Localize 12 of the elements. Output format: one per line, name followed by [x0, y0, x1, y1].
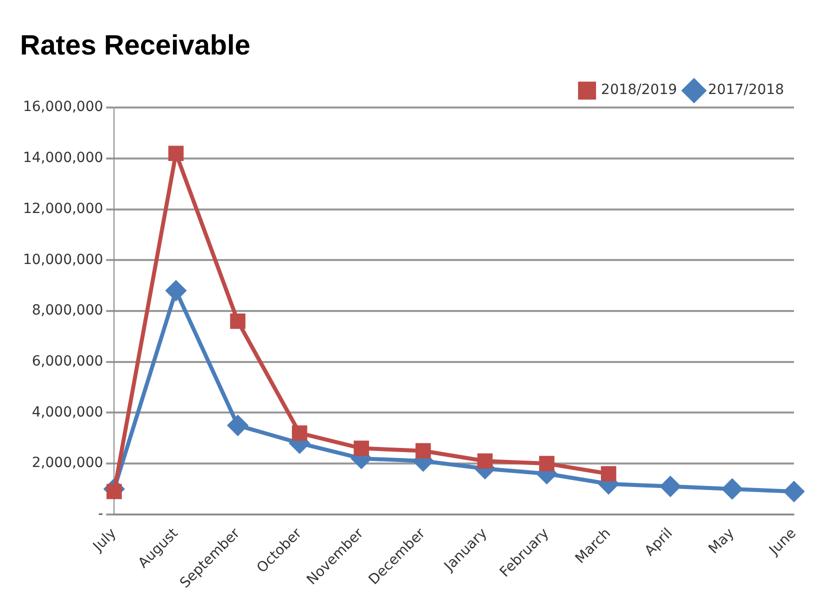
- y-tick-label: -: [98, 506, 104, 522]
- y-tick-label: 8,000,000: [32, 302, 104, 319]
- y-tick-label: 2,000,000: [32, 455, 104, 472]
- y-tick-label: 12,000,000: [22, 200, 104, 217]
- legend-label: 2018/2019: [601, 82, 678, 98]
- legend-label: 2017/2018: [708, 82, 784, 98]
- y-tick-label: 6,000,000: [32, 353, 104, 370]
- y-tick-label: 10,000,000: [22, 252, 104, 268]
- chart-title: Rates Receivable: [20, 30, 250, 61]
- y-tick-label: 4,000,000: [32, 404, 104, 420]
- y-tick-label: 14,000,000: [22, 150, 104, 166]
- y-tick-label: 16,000,000: [22, 99, 104, 116]
